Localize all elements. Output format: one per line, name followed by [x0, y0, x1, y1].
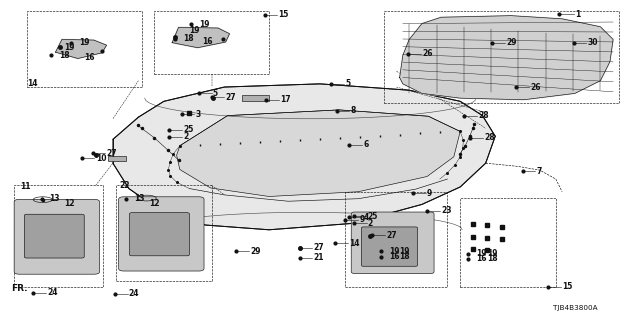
- Text: 18: 18: [399, 252, 410, 261]
- FancyBboxPatch shape: [351, 212, 434, 274]
- Text: 17: 17: [280, 95, 291, 104]
- Text: 1: 1: [575, 10, 580, 19]
- Text: 29: 29: [506, 38, 516, 47]
- Text: 16: 16: [389, 252, 399, 261]
- Text: 19: 19: [79, 38, 90, 47]
- Text: 25: 25: [368, 212, 378, 221]
- FancyBboxPatch shape: [14, 199, 100, 274]
- Text: 16: 16: [476, 254, 486, 263]
- Bar: [346, 192, 447, 287]
- Text: 6: 6: [364, 140, 369, 149]
- Text: 16: 16: [202, 37, 212, 46]
- Text: 28: 28: [484, 133, 495, 142]
- Text: 19: 19: [189, 26, 200, 35]
- Text: 12: 12: [64, 199, 74, 208]
- Text: 7: 7: [537, 167, 542, 176]
- Bar: [243, 95, 269, 101]
- Polygon shape: [177, 110, 460, 196]
- FancyBboxPatch shape: [362, 227, 417, 266]
- Text: FR.: FR.: [11, 284, 28, 293]
- Text: 15: 15: [562, 282, 573, 292]
- Bar: [460, 198, 556, 287]
- Bar: [116, 185, 212, 281]
- Text: 21: 21: [314, 253, 324, 262]
- Text: 27: 27: [387, 231, 397, 240]
- Text: 13: 13: [49, 194, 60, 203]
- FancyBboxPatch shape: [118, 197, 204, 271]
- Text: 9: 9: [360, 215, 365, 224]
- Text: 18: 18: [59, 51, 69, 60]
- Text: 14: 14: [27, 79, 37, 88]
- Text: 24: 24: [47, 288, 58, 297]
- Text: 19: 19: [64, 43, 74, 52]
- Text: 26: 26: [531, 83, 541, 92]
- Text: 10: 10: [96, 154, 106, 163]
- Text: 24: 24: [129, 289, 140, 298]
- Text: 22: 22: [119, 181, 130, 190]
- Text: TJB4B3800A: TJB4B3800A: [552, 306, 597, 311]
- Text: 19: 19: [199, 20, 209, 29]
- Polygon shape: [113, 84, 495, 230]
- FancyBboxPatch shape: [24, 214, 84, 258]
- FancyBboxPatch shape: [129, 213, 189, 256]
- Text: 27: 27: [226, 93, 236, 102]
- Text: 27: 27: [106, 148, 117, 157]
- Text: 23: 23: [441, 206, 452, 215]
- Text: 25: 25: [183, 125, 193, 134]
- Text: 19: 19: [487, 249, 497, 258]
- Text: 19: 19: [476, 249, 486, 258]
- Text: 16: 16: [84, 53, 95, 62]
- Bar: [154, 11, 269, 74]
- Text: 3: 3: [196, 109, 201, 118]
- Text: 19: 19: [389, 247, 399, 256]
- Bar: [14, 185, 103, 287]
- Text: 19: 19: [399, 247, 410, 256]
- Text: 2: 2: [368, 219, 373, 228]
- Polygon shape: [56, 39, 106, 59]
- Text: 27: 27: [314, 243, 324, 252]
- Text: 29: 29: [250, 247, 260, 256]
- Text: 28: 28: [478, 111, 489, 120]
- Polygon shape: [399, 16, 613, 100]
- Text: 26: 26: [422, 49, 433, 58]
- Text: 5: 5: [346, 79, 351, 88]
- Text: 8: 8: [351, 106, 356, 115]
- Text: 2: 2: [183, 132, 188, 141]
- Text: 30: 30: [588, 38, 598, 47]
- Text: 18: 18: [487, 254, 497, 263]
- Text: 9: 9: [427, 189, 432, 198]
- Text: 13: 13: [134, 194, 145, 203]
- Bar: [384, 11, 620, 103]
- Text: 15: 15: [278, 10, 289, 19]
- Text: 5: 5: [213, 89, 218, 98]
- Text: 4: 4: [364, 212, 369, 222]
- Polygon shape: [172, 28, 230, 48]
- Text: 11: 11: [20, 182, 31, 191]
- Bar: [108, 156, 126, 161]
- Bar: [27, 11, 141, 87]
- Text: 18: 18: [183, 34, 194, 43]
- Text: 14: 14: [349, 239, 360, 248]
- Text: 12: 12: [149, 199, 160, 208]
